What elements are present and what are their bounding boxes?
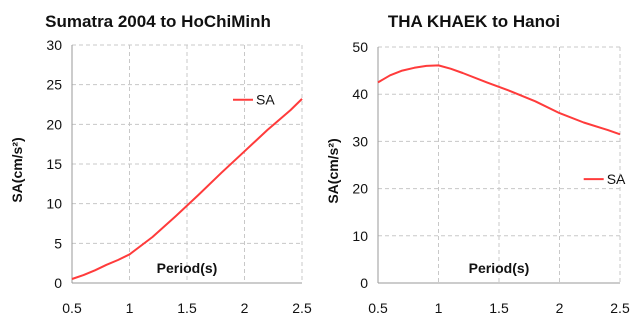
series-line [377,64,621,136]
legend-label: SA [256,92,275,108]
chart-svg: 0 5 10 15 20 25 30 0.5 1 1.5 2 2.5 Period(s) SA(cm/s²… [9,37,312,316]
y-tick-label: 15 [46,156,62,172]
y-tick-label: 5 [54,235,62,251]
y-tick-label: 30 [46,37,62,53]
x-axis-label: Period(s) [157,260,218,276]
x-tick-label: 2 [556,300,564,316]
y-axis-label: SA(cm/s²) [325,138,341,203]
x-tick-label: 0.5 [62,300,82,316]
chart-right: THA KHAEK to Hanoi 0 10 20 30 40 50 0.5 1 1.5 2 2.… [316,0,632,320]
y-axis-label: SA(cm/s²) [9,137,25,202]
y-tick-label: 10 [46,196,62,212]
series-line [71,98,303,280]
x-tick-label: 2.5 [610,300,630,316]
y-tick-label: 0 [54,275,62,291]
y-tick-label: 20 [46,116,62,132]
chart-title: Sumatra 2004 to HoChiMinh [45,12,271,31]
y-tick-label: 50 [352,39,368,55]
chart-left: Sumatra 2004 to HoChiMinh 0 5 10 15 20 25 30 0.… [9,12,312,316]
y-tick-label: 20 [352,181,368,197]
y-tick-label: 25 [46,77,62,93]
y-tick-label: 40 [352,86,368,102]
y-tick-label: 0 [360,275,368,291]
legend-label: SA [607,171,626,187]
x-tick-label: 1.5 [489,300,509,316]
chart-title: THA KHAEK to Hanoi [387,12,561,31]
y-tick-label: 30 [352,133,368,149]
x-tick-label: 1.5 [177,300,197,316]
x-tick-label: 0.5 [368,300,388,316]
y-tick-label: 10 [352,228,368,244]
x-tick-label: 1 [435,300,443,316]
x-tick-label: 2 [241,300,249,316]
x-tick-label: 1 [126,300,134,316]
chart-svg: 0 10 20 30 40 50 0.5 1 1.5 2 2.5 Period(s) SA(cm/s²)… [325,39,630,316]
x-tick-label: 2.5 [292,300,312,316]
x-axis-label: Period(s) [469,260,530,276]
